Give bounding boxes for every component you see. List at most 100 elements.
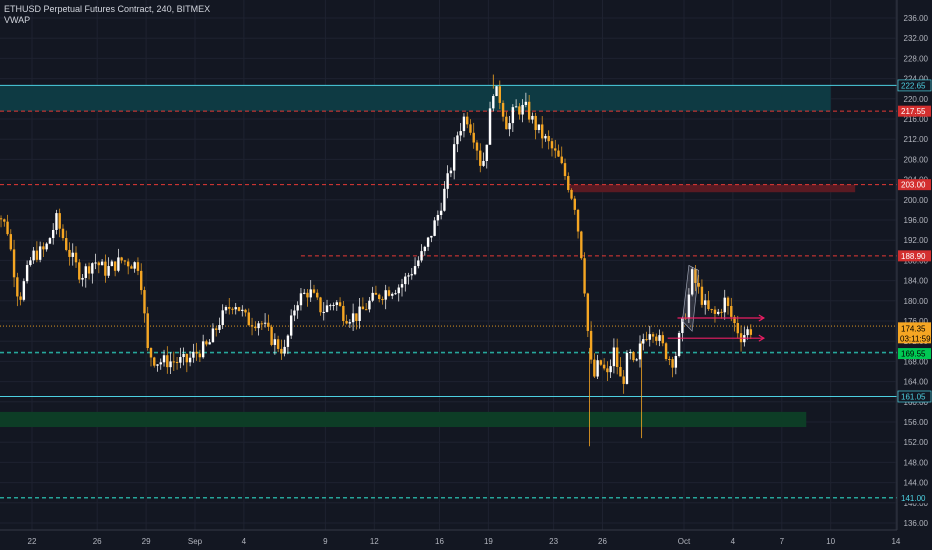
candle-body	[280, 348, 283, 354]
candle-body	[61, 228, 65, 239]
candle-body	[690, 269, 694, 295]
candle-body	[74, 252, 78, 263]
time-axis[interactable]: 22 26 29 Sep 4 9 12 16 19 23 26 Oct 4 7 10 14	[0, 529, 901, 546]
level-badge-bg	[898, 179, 931, 191]
candle-body	[651, 334, 655, 337]
candle-body	[563, 163, 567, 177]
candle-body	[576, 209, 580, 232]
candle-body	[622, 376, 625, 384]
candle-body	[514, 106, 518, 108]
candle-body	[726, 297, 730, 306]
time-tick-label: 9	[323, 537, 328, 546]
candle-body	[214, 328, 218, 330]
candle-body	[231, 308, 234, 310]
candle-body	[475, 142, 479, 151]
candle-body	[254, 326, 257, 329]
candle-body	[104, 261, 107, 276]
candle-body	[655, 336, 658, 341]
candle-body	[273, 339, 277, 345]
candle-body	[32, 250, 35, 261]
candle-body	[371, 292, 374, 301]
candle-body	[198, 353, 202, 358]
candle-body	[65, 238, 68, 250]
candle-body	[175, 362, 179, 364]
price-tick-label: 220.00	[904, 95, 929, 104]
time-tick-label: 7	[780, 537, 785, 546]
pattern-box	[682, 264, 700, 332]
candle-body	[384, 290, 387, 300]
candle-body	[42, 246, 45, 250]
candle-body	[123, 260, 127, 262]
candle-body	[188, 357, 192, 363]
candle-body	[749, 329, 753, 335]
candle-body	[677, 333, 681, 356]
time-tick-label: 22	[28, 537, 37, 546]
candle-body	[443, 188, 446, 211]
candle-body	[426, 237, 430, 247]
candle-body	[697, 282, 700, 287]
candle-body	[593, 359, 596, 377]
candle-body	[22, 281, 26, 300]
price-tick-label: 232.00	[904, 34, 929, 43]
candle-body	[296, 305, 299, 311]
candle-body	[580, 231, 583, 259]
price-tick-label: 164.00	[904, 378, 929, 387]
candle-body	[589, 330, 593, 360]
candle-body	[247, 312, 250, 326]
candle-body	[410, 274, 413, 276]
candle-body	[629, 352, 632, 354]
candle-body	[143, 290, 146, 314]
candle-body	[485, 144, 488, 161]
price-tick-label: 196.00	[904, 216, 929, 225]
time-tick-label: 4	[242, 537, 247, 546]
price-tick-label: 200.00	[904, 196, 929, 205]
candle-body	[430, 235, 433, 238]
candle-body	[615, 347, 619, 368]
level-badge-label: 188.90	[901, 252, 926, 261]
level-badge-border	[897, 79, 932, 92]
candle-body	[140, 270, 143, 291]
candle-body	[518, 106, 521, 115]
candle-body	[472, 132, 475, 143]
level-badge-label: 217.55	[901, 107, 926, 116]
candle-body	[501, 102, 505, 117]
candle-body	[19, 296, 22, 300]
candle-body	[250, 325, 254, 327]
candle-body	[329, 305, 332, 307]
candle-body	[351, 313, 355, 323]
candle-body	[263, 322, 267, 324]
candle-body	[658, 335, 661, 341]
candle-body	[368, 300, 371, 310]
candle-body	[208, 342, 211, 345]
candle-body	[439, 210, 443, 215]
candle-body	[554, 148, 557, 151]
candle-body	[241, 309, 244, 311]
price-tick-label: 212.00	[904, 135, 929, 144]
candle-body	[381, 299, 384, 301]
candle-body	[100, 261, 104, 266]
candle-body	[97, 262, 101, 266]
candle-body	[306, 292, 309, 298]
price-tick-label: 140.00	[904, 499, 929, 508]
candle-body	[436, 214, 440, 221]
candle-body	[84, 266, 87, 278]
candle-body	[488, 108, 492, 145]
time-tick-label: 23	[549, 537, 558, 546]
candle-body	[87, 266, 91, 274]
candle-body	[146, 313, 149, 349]
candle-body	[94, 262, 97, 264]
price-axis[interactable]: 136.00140.00144.00148.00152.00156.00160.…	[896, 0, 932, 550]
candle-body	[668, 359, 671, 361]
indicator-label[interactable]: VWAP	[4, 15, 31, 25]
price-tick-label: 216.00	[904, 115, 929, 124]
candle-body	[505, 116, 508, 130]
candle-body	[270, 326, 273, 345]
candle-body	[452, 144, 456, 171]
symbol-title[interactable]: ETHUSD Perpetual Futures Contract, 240, …	[4, 4, 211, 14]
candle-body	[335, 302, 339, 305]
candle-body	[723, 297, 726, 313]
candle-body	[68, 249, 71, 257]
candle-body	[609, 366, 612, 373]
